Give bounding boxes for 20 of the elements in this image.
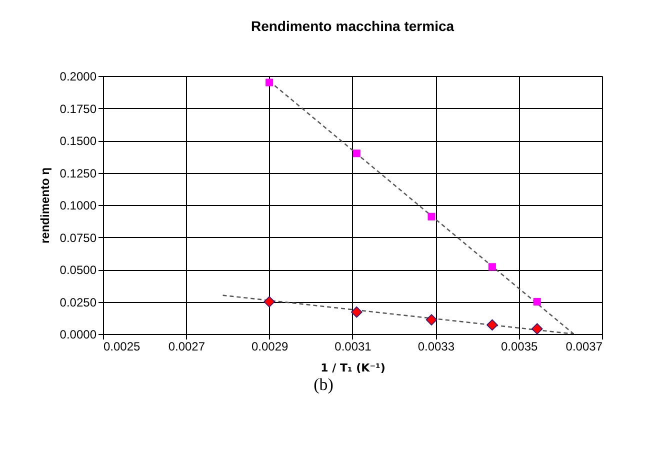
text: (b) xyxy=(312,375,334,395)
y-tick-label: 0.1000 xyxy=(60,198,97,212)
x-tick-label: 0.0033 xyxy=(418,340,455,354)
x-tick-label: 0.0037 xyxy=(566,340,603,354)
y-axis-title: rendimento η xyxy=(38,167,52,244)
y-tick-label: 0.0000 xyxy=(60,328,97,342)
x-tick-label: 0.0025 xyxy=(104,340,141,354)
x-tick-label: 0.0035 xyxy=(500,340,538,354)
y-tick-label: 0.2000 xyxy=(60,70,97,84)
y-tick-label: 0.0750 xyxy=(60,230,97,245)
x-tick-label: 0.0031 xyxy=(334,340,372,354)
y-tick-label: 0.1500 xyxy=(60,134,97,148)
x-tick-label: 0.0027 xyxy=(168,340,206,354)
y-tick-label: 0.0250 xyxy=(60,295,97,310)
y-tick-label: 0.0500 xyxy=(60,263,97,277)
x-tick-label: 0.0029 xyxy=(251,340,289,354)
y-tick-label: 0.1750 xyxy=(60,102,97,116)
y-tick-label: 0.1250 xyxy=(60,166,97,180)
x-axis-title: 1 / T₁ (K⁻¹) xyxy=(320,362,386,374)
chart-title: Rendimento macchina termica xyxy=(250,18,454,34)
